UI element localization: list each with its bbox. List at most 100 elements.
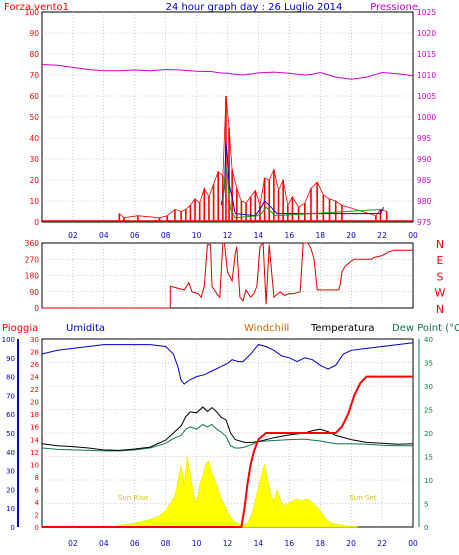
direction-ytick: 0 [34, 304, 39, 313]
wind-axis-title: Forza vento1 [4, 2, 69, 13]
wind-speed-line [119, 95, 387, 219]
wind-ytick: 70 [29, 71, 39, 80]
chart-title: 24 hour graph day : 26 Luglio 2014 [166, 2, 343, 13]
rain-ytick: 28 [30, 349, 39, 357]
humidity-ytick: 70 [6, 392, 15, 400]
temperature-ytick: 15 [424, 454, 433, 462]
windchill-legend: Windchill [244, 323, 289, 334]
rain-ytick: 16 [30, 424, 39, 432]
temperature-xtick: 14 [254, 539, 264, 548]
temperature-ytick: 20 [424, 430, 433, 438]
sun-set-label: Sun Set [349, 494, 376, 502]
pressure-ytick: 980 [417, 197, 432, 206]
pressure-ytick: 1010 [417, 71, 436, 80]
wind-ytick: 90 [29, 29, 39, 38]
rain-ytick: 30 [30, 336, 39, 344]
rain-line [42, 375, 413, 528]
wind-ytick: 40 [29, 134, 39, 143]
humidity-ytick: 90 [6, 355, 15, 363]
humidity-ytick: 60 [6, 411, 15, 419]
rain-ytick: 2 [35, 511, 39, 519]
rain-ytick: 12 [30, 449, 39, 457]
compass-label: N [436, 303, 444, 316]
humidity-line [41, 342, 414, 385]
wind-ytick: 20 [29, 176, 39, 185]
temperature-humidity-series [41, 342, 414, 528]
temperature-xtick: 06 [130, 539, 140, 548]
pressure-ytick: 995 [417, 134, 432, 143]
pressure-ytick: 1020 [417, 29, 436, 38]
pressure-axis-title: Pressione [370, 2, 418, 13]
humidity-ytick: 30 [6, 468, 15, 476]
direction-ytick: 360 [25, 239, 40, 248]
temperature-ytick: 35 [424, 360, 433, 368]
rain-axis-title: Pioggia [2, 323, 38, 334]
compass-label: N [436, 238, 444, 251]
wind-xtick: 14 [254, 231, 264, 240]
temperature-xtick: 00 [408, 539, 418, 548]
wind-ytick: 0 [34, 218, 39, 227]
direction-ytick: 270 [25, 255, 40, 264]
direction-ytick: 90 [29, 288, 39, 297]
humidity-ytick: 100 [2, 336, 15, 344]
wind-ytick: 30 [29, 155, 39, 164]
wind-xtick: 10 [192, 231, 202, 240]
rain-ytick: 26 [30, 361, 39, 369]
temperature-xtick: 20 [346, 539, 356, 548]
pressure-ytick: 1025 [417, 8, 436, 17]
temperature-ytick: 40 [424, 336, 433, 344]
rain-ytick: 20 [30, 399, 39, 407]
wind-pressure-ticks: 0102030405060708090100975980985990995100… [25, 8, 437, 240]
pressure-ytick: 975 [417, 218, 432, 227]
wind-blue-line [220, 142, 385, 217]
wind-xtick: 02 [68, 231, 78, 240]
compass-label: W [435, 287, 446, 300]
wind-xtick: 04 [99, 231, 109, 240]
humidity-ytick: 20 [6, 486, 15, 494]
humidity-ytick: 40 [6, 449, 15, 457]
wind-xtick: 12 [223, 231, 233, 240]
rain-ytick: 14 [30, 436, 39, 444]
pressure-line [41, 64, 414, 80]
temperature-xtick: 16 [285, 539, 295, 548]
wind-direction-line [42, 241, 413, 309]
pressure-ytick: 1005 [417, 92, 436, 101]
wind-ytick: 10 [29, 197, 39, 206]
wind-pressure-grid [42, 12, 413, 222]
temperature-ytick: 0 [424, 524, 428, 532]
temperature-ticks: 0246810121416182022242628300102030405060… [2, 336, 433, 548]
dewpoint-legend: Dew Point (°C [392, 323, 459, 334]
temperature-ytick: 25 [424, 407, 433, 415]
humidity-ytick: 80 [6, 374, 15, 382]
humidity-ytick: 10 [6, 505, 15, 513]
wind-ytick: 80 [29, 50, 39, 59]
pressure-ytick: 990 [417, 155, 432, 164]
rain-ytick: 4 [35, 499, 40, 507]
sun-rise-label: Sun Rise [118, 494, 148, 502]
humidity-axis-title: Umidita [66, 323, 105, 334]
wind-xtick: 22 [377, 231, 387, 240]
compass-label: E [437, 254, 444, 267]
humidity-ytick: 0 [11, 524, 15, 532]
temperature-ytick: 10 [424, 477, 433, 485]
pressure-ytick: 985 [417, 176, 432, 185]
temperature-xtick: 10 [192, 539, 202, 548]
direction-ytick: 180 [25, 272, 40, 281]
rain-ytick: 6 [35, 486, 40, 494]
pressure-ytick: 1015 [417, 50, 436, 59]
wind-ytick: 60 [29, 92, 39, 101]
rain-ytick: 18 [30, 411, 39, 419]
temperature-xtick: 22 [377, 539, 387, 548]
wind-xtick: 08 [161, 231, 171, 240]
temperature-ytick: 30 [424, 383, 433, 391]
wind-ytick: 100 [25, 8, 40, 17]
temperature-ytick: 5 [424, 501, 428, 509]
wind-xtick: 18 [315, 231, 325, 240]
temperature-xtick: 18 [315, 539, 325, 548]
temperature-xtick: 04 [99, 539, 109, 548]
wind-xtick: 16 [285, 231, 295, 240]
dewpoint-line [41, 423, 413, 452]
rain-ytick: 0 [35, 524, 39, 532]
rain-ytick: 10 [30, 461, 39, 469]
